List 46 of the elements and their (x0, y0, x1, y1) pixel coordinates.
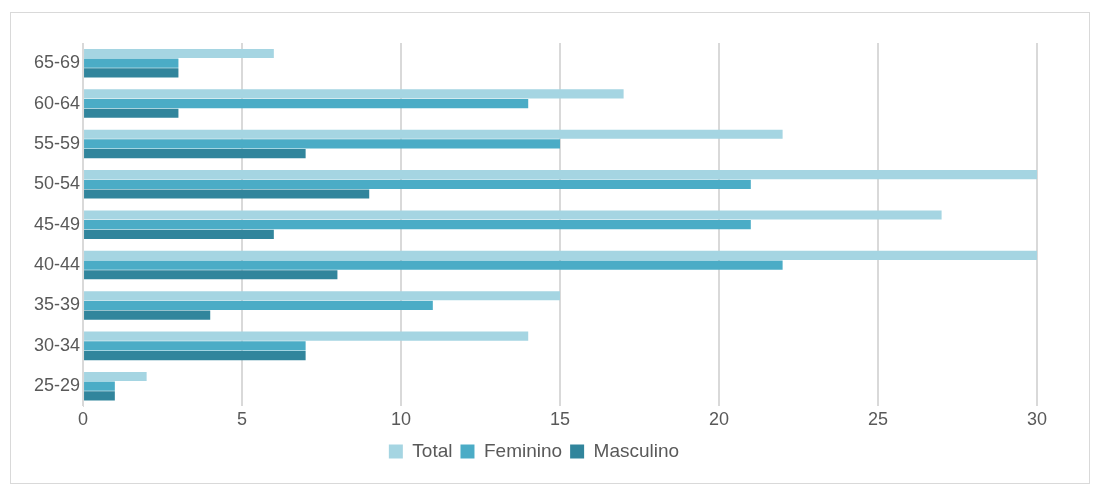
y-tick-label: 50-54 (33, 173, 81, 194)
legend-label: Feminino (483, 439, 563, 461)
bar (84, 170, 1037, 180)
bar (84, 331, 529, 341)
bar (84, 371, 147, 382)
bar (84, 260, 783, 270)
y-tick-label: 60-64 (33, 92, 81, 113)
x-tick-label: 20 (709, 409, 730, 430)
bar (84, 220, 751, 230)
bar (84, 48, 274, 59)
bar (84, 381, 115, 391)
bar (84, 291, 561, 301)
legend-label: Total (412, 439, 453, 461)
bar (84, 300, 433, 311)
y-tick-label: 25-29 (33, 375, 81, 396)
y-tick-label: 55-59 (33, 132, 81, 153)
y-tick-label: 45-49 (33, 213, 81, 234)
x-tick-label: 0 (78, 409, 89, 430)
y-tick-label: 40-44 (33, 254, 81, 275)
bar (84, 129, 783, 139)
x-tick-label: 10 (391, 409, 412, 430)
bar (84, 250, 1037, 260)
bar (84, 108, 179, 118)
bar (84, 58, 179, 68)
y-tick-label: 65-69 (33, 52, 81, 73)
bar (84, 98, 529, 109)
bar (84, 68, 179, 78)
x-tick-label: 15 (550, 409, 571, 430)
bar (84, 391, 115, 401)
bar (84, 229, 274, 239)
legend-label: Masculino (593, 439, 680, 461)
y-tick-label: 30-34 (33, 334, 81, 355)
bar (84, 341, 306, 351)
bar (84, 210, 942, 220)
bar (84, 350, 306, 361)
bar (84, 189, 370, 199)
bar (84, 179, 751, 189)
y-tick-label: 35-39 (33, 294, 81, 315)
x-tick-label: 25 (867, 409, 889, 430)
x-tick-label: 5 (237, 409, 248, 430)
bar (84, 89, 624, 99)
bar (84, 270, 338, 280)
x-tick-label: 30 (1026, 409, 1048, 430)
bar (84, 149, 306, 159)
bar (84, 139, 561, 149)
bar (84, 310, 211, 320)
